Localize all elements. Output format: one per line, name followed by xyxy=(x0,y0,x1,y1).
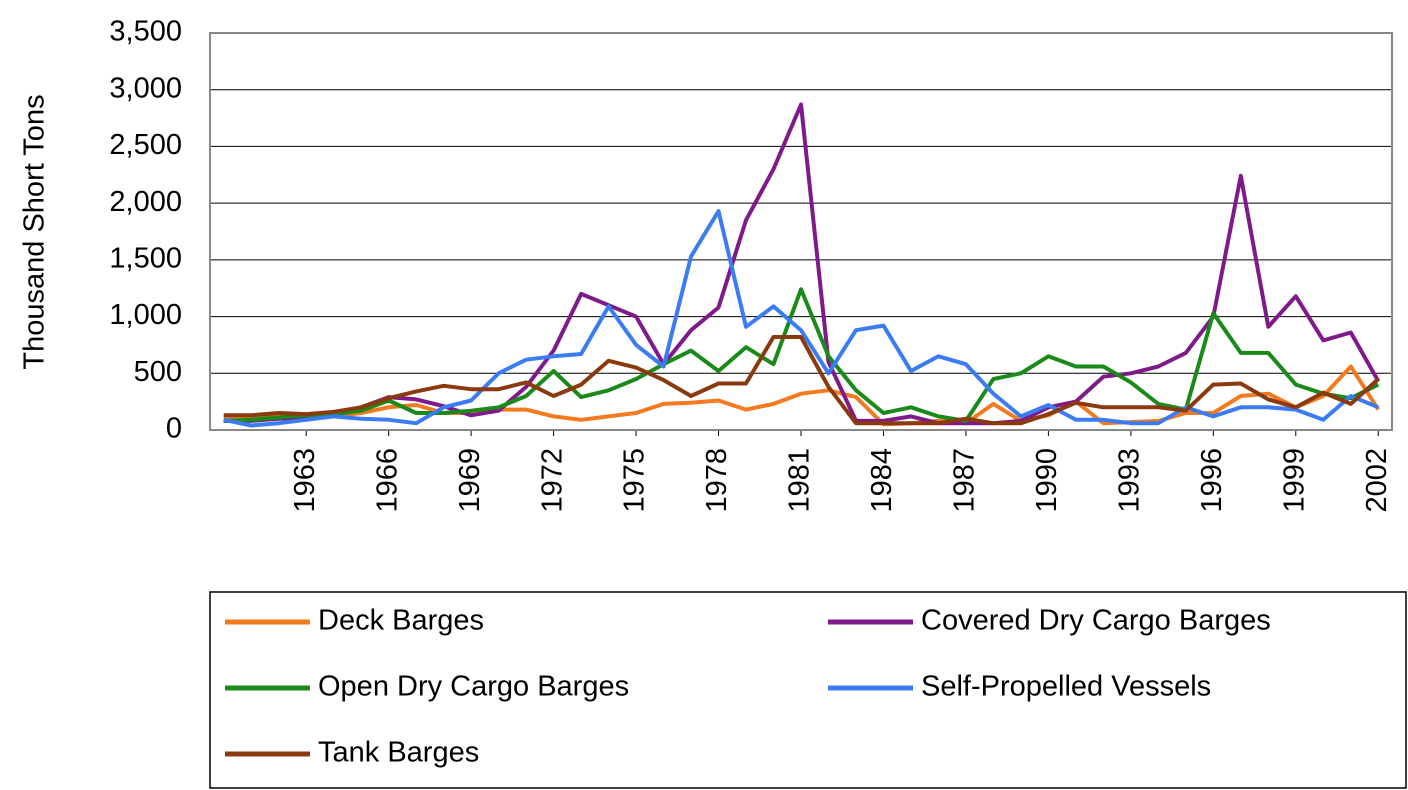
x-tick-label: 1984 xyxy=(866,448,898,513)
legend-label: Tank Barges xyxy=(318,737,479,769)
x-tick-label: 1972 xyxy=(536,448,568,513)
series-line xyxy=(223,287,1380,423)
series-line xyxy=(223,209,1380,428)
x-tick-label: 1978 xyxy=(701,448,733,513)
legend-label: Self-Propelled Vessels xyxy=(921,671,1211,703)
y-tick-label: 3,000 xyxy=(109,72,182,104)
y-tick-label: 1,500 xyxy=(109,243,182,275)
y-tick-label: 2,000 xyxy=(109,186,182,218)
plot-frame xyxy=(209,32,1393,431)
y-tick-label: 3,500 xyxy=(109,16,182,48)
y-tick-label: 500 xyxy=(134,356,182,388)
y-tick-label: 1,000 xyxy=(109,299,182,331)
legend-box xyxy=(209,591,1407,789)
y-tick-label: 0 xyxy=(166,413,182,445)
series-line xyxy=(223,102,1381,426)
x-tick-label: 2002 xyxy=(1361,448,1393,513)
x-tick-label: 1999 xyxy=(1278,448,1310,513)
x-tick-label: 1987 xyxy=(949,448,981,513)
y-axis-title: Thousand Short Tons xyxy=(19,94,51,369)
x-tick-label: 1990 xyxy=(1031,448,1063,513)
legend-label: Covered Dry Cargo Barges xyxy=(921,605,1271,637)
series-line xyxy=(223,335,1380,426)
y-tick-label: 2,500 xyxy=(109,129,182,161)
x-tick-label: 1975 xyxy=(619,448,651,513)
series-line xyxy=(223,364,1380,427)
x-tick-label: 1996 xyxy=(1196,448,1228,513)
legend-label: Deck Barges xyxy=(318,605,484,637)
x-tick-label: 1993 xyxy=(1114,448,1146,513)
x-tick-label: 1966 xyxy=(371,448,403,513)
legend-label: Open Dry Cargo Barges xyxy=(318,671,629,703)
x-tick-label: 1963 xyxy=(289,448,321,513)
x-tick-label: 1981 xyxy=(784,448,816,513)
x-tick-label: 1969 xyxy=(454,448,486,513)
